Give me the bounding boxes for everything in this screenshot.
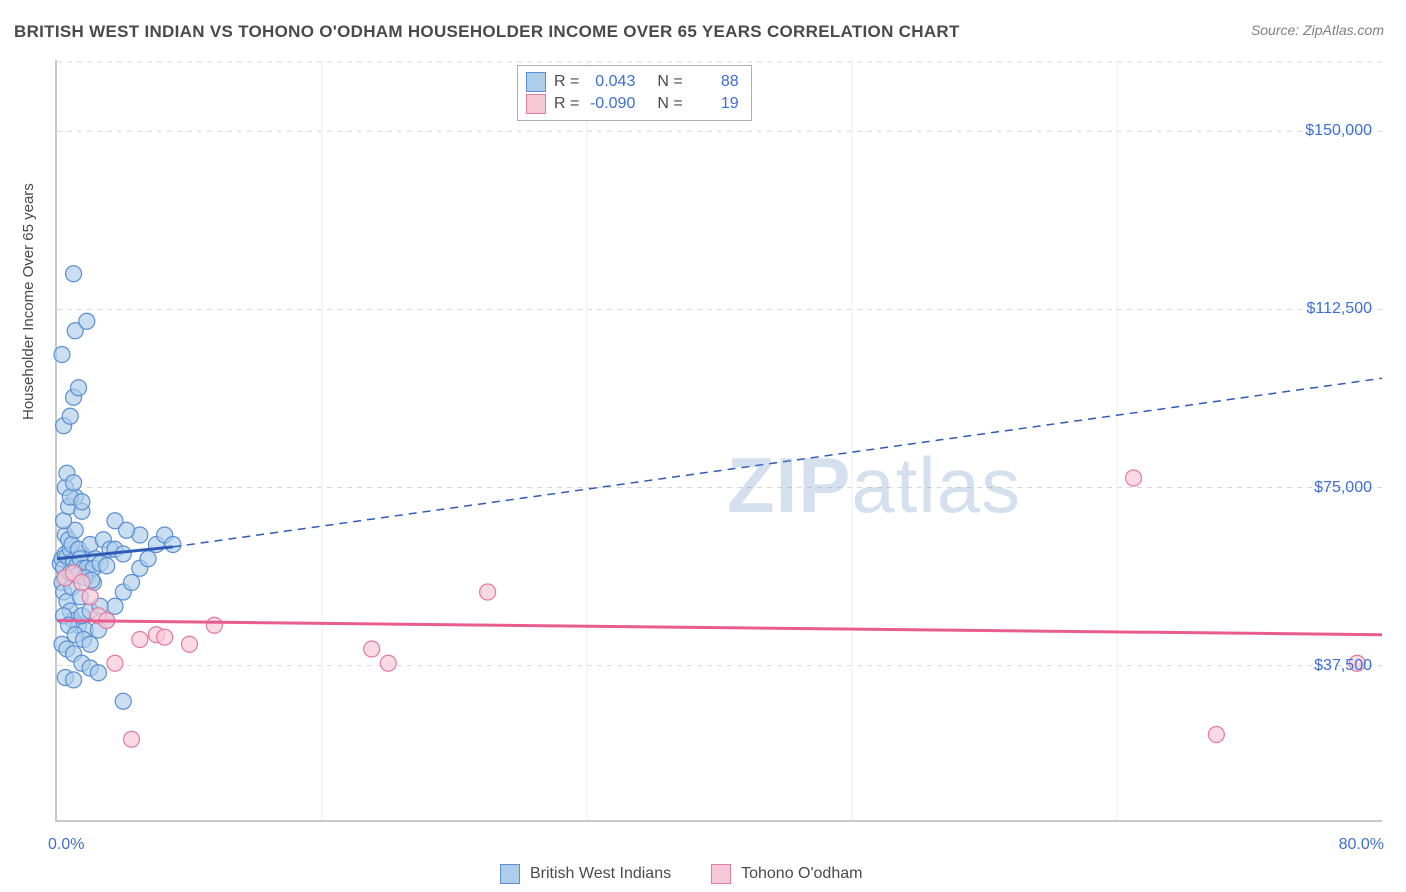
bottom-legend: British West Indians Tohono O'odham — [500, 864, 862, 884]
y-tick-label: $37,500 — [1314, 657, 1372, 675]
stats-box: R = 0.043 N = 88 R = -0.090 N = 19 — [517, 65, 752, 121]
x-tick-max: 80.0% — [1339, 836, 1384, 854]
x-tick-min: 0.0% — [48, 836, 84, 854]
n-value-too: 19 — [689, 93, 739, 115]
stats-row-too: R = -0.090 N = 19 — [526, 93, 739, 115]
y-tick-label: $150,000 — [1305, 122, 1372, 140]
chart-title: BRITISH WEST INDIAN VS TOHONO O'ODHAM HO… — [14, 22, 960, 42]
legend-label-bwi: British West Indians — [530, 865, 671, 883]
swatch-too — [526, 94, 546, 114]
r-label: R = — [554, 71, 579, 93]
y-tick-label: $112,500 — [1306, 300, 1372, 318]
r-value-too: -0.090 — [585, 93, 635, 115]
chart-plot-area: R = 0.043 N = 88 R = -0.090 N = 19 $37,5… — [55, 60, 1382, 822]
legend-swatch-bwi — [500, 864, 520, 884]
n-label: N = — [657, 71, 682, 93]
y-axis-label: Householder Income Over 65 years — [20, 183, 37, 420]
legend-swatch-too — [711, 864, 731, 884]
legend-item-bwi: British West Indians — [500, 864, 671, 884]
legend-item-too: Tohono O'odham — [711, 864, 862, 884]
source-label: Source: ZipAtlas.com — [1251, 22, 1384, 38]
n-value-bwi: 88 — [689, 71, 739, 93]
r-label-2: R = — [554, 93, 579, 115]
y-tick-label: $75,000 — [1314, 479, 1372, 497]
legend-label-too: Tohono O'odham — [741, 865, 862, 883]
stats-row-bwi: R = 0.043 N = 88 — [526, 71, 739, 93]
swatch-bwi — [526, 72, 546, 92]
r-value-bwi: 0.043 — [585, 71, 635, 93]
n-label-2: N = — [657, 93, 682, 115]
scatter-plot-svg — [57, 60, 1382, 820]
